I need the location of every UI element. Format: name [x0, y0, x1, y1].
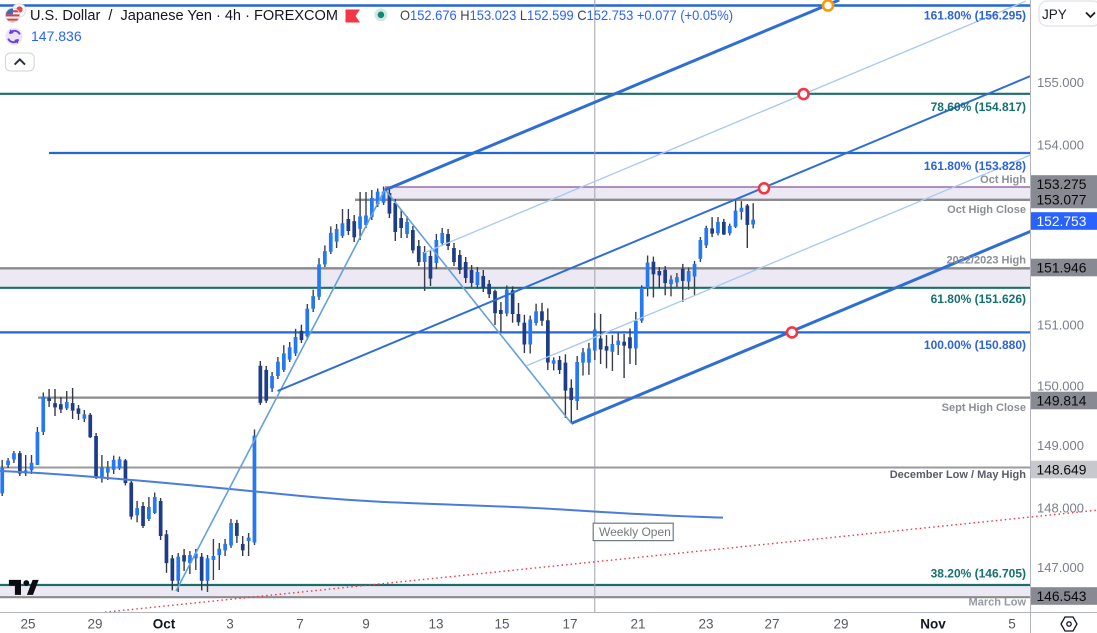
svg-text:7: 7: [296, 617, 304, 632]
svg-text:JPY: JPY: [1042, 7, 1067, 22]
svg-text:25: 25: [20, 617, 35, 632]
svg-text:61.80% (151.626): 61.80% (151.626): [931, 292, 1026, 306]
svg-text:150.000: 150.000: [1037, 379, 1084, 394]
svg-text:147.836: 147.836: [31, 28, 82, 44]
svg-text:Sept High Close: Sept High Close: [942, 402, 1026, 414]
svg-text:100.00% (150.880): 100.00% (150.880): [924, 338, 1026, 352]
svg-text:29: 29: [87, 617, 102, 632]
svg-text:O152.676 H153.023 L152.599 C15: O152.676 H153.023 L152.599 C152.753 +0.0…: [400, 7, 733, 23]
svg-text:9: 9: [362, 617, 370, 632]
svg-text:151.946: 151.946: [1037, 260, 1087, 275]
svg-text:15: 15: [494, 617, 509, 632]
svg-text:December Low / May High: December Low / May High: [890, 469, 1027, 481]
svg-text:Nov: Nov: [920, 617, 946, 632]
svg-text:149.814: 149.814: [1037, 393, 1087, 408]
svg-text:3: 3: [226, 617, 234, 632]
svg-text:78.60% (154.817): 78.60% (154.817): [931, 100, 1026, 114]
svg-text:5: 5: [1008, 617, 1016, 632]
svg-text:153.077: 153.077: [1037, 192, 1087, 207]
svg-text:29: 29: [833, 617, 848, 632]
svg-text:Oct: Oct: [153, 617, 176, 632]
svg-text:152.753: 152.753: [1037, 214, 1087, 229]
svg-text:154.000: 154.000: [1037, 138, 1084, 153]
svg-text:U.S. Dollar / Japanese Yen ·: U.S. Dollar / Japanese Yen · 4h · FOREXC…: [30, 7, 338, 24]
svg-text:149.000: 149.000: [1037, 438, 1084, 453]
svg-text:21: 21: [630, 617, 645, 632]
svg-text:38.20% (146.705): 38.20% (146.705): [931, 567, 1026, 581]
svg-text:161.80% (156.295): 161.80% (156.295): [924, 9, 1026, 23]
svg-text:March Low: March Low: [969, 597, 1027, 609]
svg-text:23: 23: [698, 617, 713, 632]
svg-text:155.000: 155.000: [1037, 75, 1084, 90]
svg-text:148.649: 148.649: [1037, 462, 1087, 477]
svg-text:161.80% (153.828): 161.80% (153.828): [924, 159, 1026, 173]
svg-text:13: 13: [428, 617, 443, 632]
svg-text:146.543: 146.543: [1037, 589, 1087, 604]
svg-text:148.000: 148.000: [1037, 501, 1084, 516]
svg-text:151.000: 151.000: [1037, 318, 1084, 333]
svg-text:147.000: 147.000: [1037, 560, 1084, 575]
svg-text:153.275: 153.275: [1037, 177, 1087, 192]
svg-text:27: 27: [764, 617, 779, 632]
svg-text:Weekly Open: Weekly Open: [599, 525, 671, 539]
svg-text:17: 17: [562, 617, 577, 632]
svg-text:2022/2023 High: 2022/2023 High: [947, 255, 1027, 267]
svg-text:Oct High Close: Oct High Close: [947, 204, 1026, 216]
svg-text:Oct High: Oct High: [980, 174, 1026, 186]
